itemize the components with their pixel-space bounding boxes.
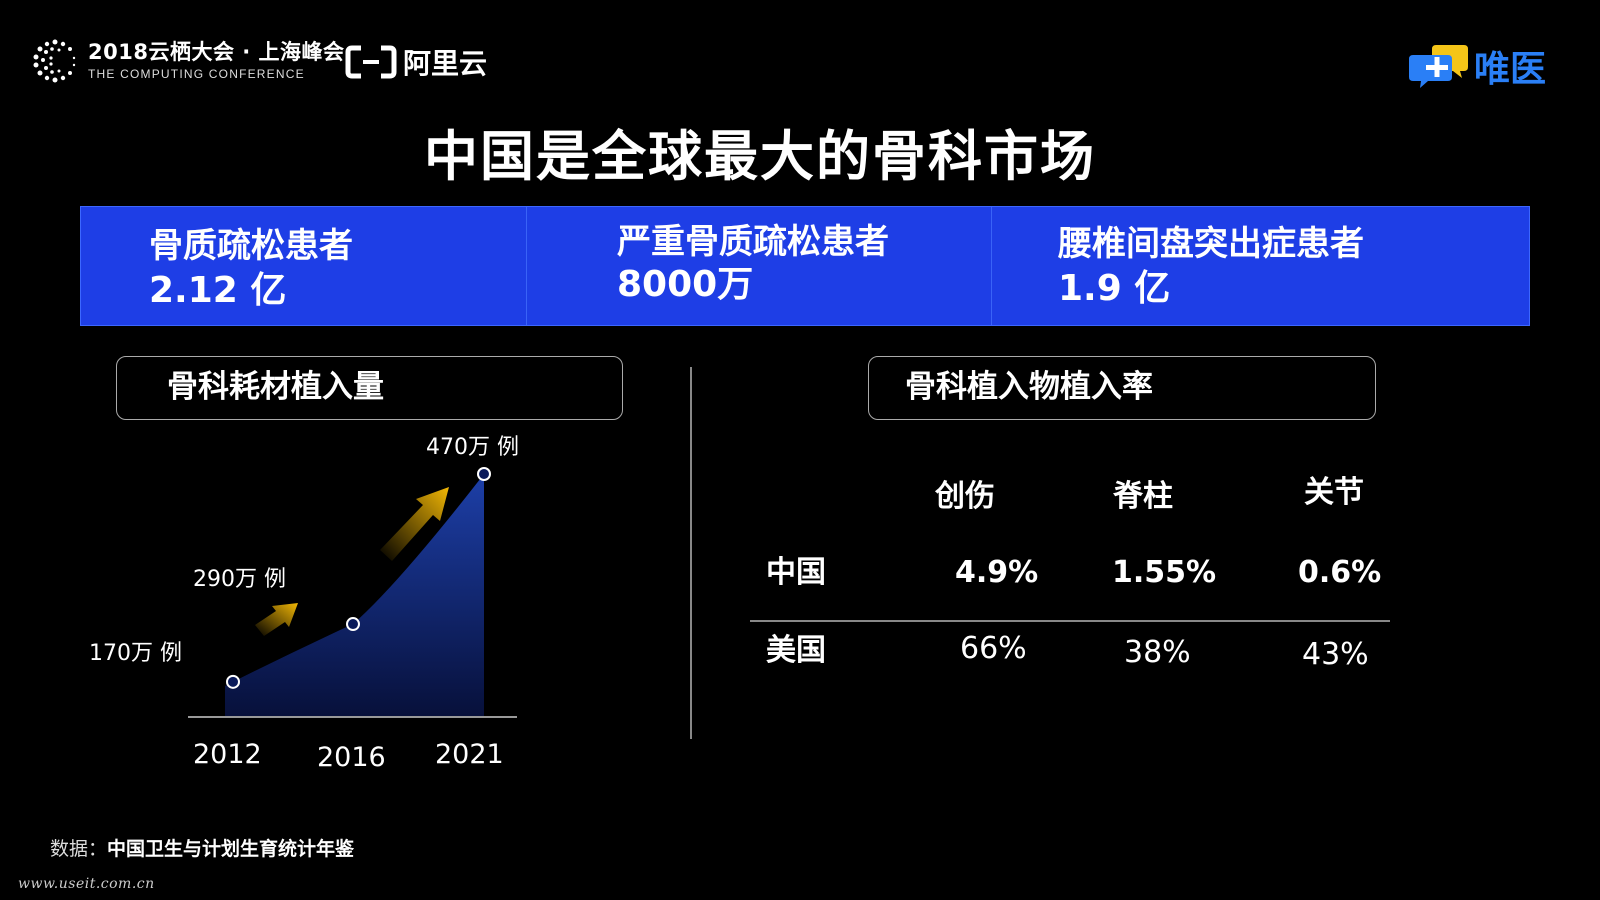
table-cell: 38% bbox=[1124, 635, 1191, 670]
data-point bbox=[346, 617, 360, 632]
chat-bubble-plus-icon bbox=[1409, 45, 1468, 88]
source-label: 数据： bbox=[50, 838, 108, 860]
stat-value: 2.12 亿 bbox=[149, 270, 287, 311]
stat-value: 8000万 bbox=[617, 264, 754, 305]
data-label: 170万 例 bbox=[89, 641, 182, 666]
table-cell: 4.9% bbox=[955, 555, 1039, 590]
column-header-trauma: 创伤 bbox=[935, 479, 995, 514]
column-header-spine: 脊柱 bbox=[1113, 479, 1173, 514]
data-point bbox=[477, 467, 491, 481]
x-tick-label: 2016 bbox=[317, 742, 386, 773]
x-tick-label: 2021 bbox=[435, 739, 504, 770]
data-source: 数据：中国卫生与计划生育统计年鉴 bbox=[50, 840, 354, 859]
x-tick-label: 2012 bbox=[193, 739, 262, 770]
stat-lumbar-disc: 腰椎间盘突出症患者 1.9 亿 bbox=[992, 207, 1529, 325]
stat-severe-osteoporosis: 严重骨质疏松患者 8000万 bbox=[527, 207, 992, 325]
conference-name-en: THE COMPUTING CONFERENCE bbox=[88, 67, 305, 81]
vertical-divider bbox=[690, 367, 692, 739]
stat-osteoporosis: 骨质疏松患者 2.12 亿 bbox=[81, 207, 527, 325]
stat-value: 1.9 亿 bbox=[1058, 268, 1171, 309]
table-cell: 0.6% bbox=[1298, 555, 1382, 590]
row-header-usa: 美国 bbox=[766, 633, 826, 668]
data-label: 290万 例 bbox=[193, 567, 286, 592]
growth-arrow-icon bbox=[380, 487, 449, 561]
page-title: 中国是全球最大的骨科市场 bbox=[424, 125, 1096, 188]
aliyun-bracket-icon bbox=[345, 45, 397, 79]
conference-logo: 2018云栖大会 · 上海峰会 THE COMPUTING CONFERENCE bbox=[32, 38, 345, 84]
table-row-divider bbox=[750, 620, 1390, 622]
stat-label: 严重骨质疏松患者 bbox=[617, 222, 889, 262]
column-header-joint: 关节 bbox=[1304, 475, 1364, 510]
table-cell: 66% bbox=[960, 631, 1027, 666]
left-section-header: 骨科耗材植入量 bbox=[116, 356, 623, 420]
section-title: 骨科耗材植入量 bbox=[167, 369, 384, 405]
growth-arrows bbox=[255, 487, 449, 636]
watermark: www.useit.com.cn bbox=[18, 876, 155, 892]
stats-band: 骨质疏松患者 2.12 亿 严重骨质疏松患者 8000万 腰椎间盘突出症患者 1… bbox=[80, 206, 1530, 326]
stat-label: 腰椎间盘突出症患者 bbox=[1058, 224, 1364, 264]
stat-label: 骨质疏松患者 bbox=[149, 226, 353, 266]
data-point bbox=[226, 674, 240, 689]
growth-arrow-icon bbox=[255, 603, 298, 636]
area-fill bbox=[225, 474, 484, 717]
aliyun-logo: 阿里云 bbox=[345, 42, 487, 82]
section-title: 骨科植入物植入率 bbox=[905, 369, 1153, 405]
aliyun-name: 阿里云 bbox=[403, 47, 488, 80]
source-name: 中国卫生与计划生育统计年鉴 bbox=[107, 838, 355, 860]
table-cell: 43% bbox=[1302, 637, 1369, 672]
weiyi-logo: 唯医 bbox=[1408, 40, 1546, 92]
table-cell: 1.55% bbox=[1112, 555, 1217, 590]
conference-name-cn: 2018云栖大会 · 上海峰会 bbox=[88, 40, 345, 64]
right-section-header: 骨科植入物植入率 bbox=[868, 356, 1376, 420]
implant-volume-chart: 170万 例 290万 例 470万 例 2012 2016 2021 bbox=[89, 435, 519, 773]
weiyi-name: 唯医 bbox=[1474, 49, 1547, 90]
row-header-china: 中国 bbox=[766, 555, 826, 590]
dotted-globe-icon bbox=[33, 39, 76, 83]
data-label: 470万 例 bbox=[426, 435, 519, 460]
